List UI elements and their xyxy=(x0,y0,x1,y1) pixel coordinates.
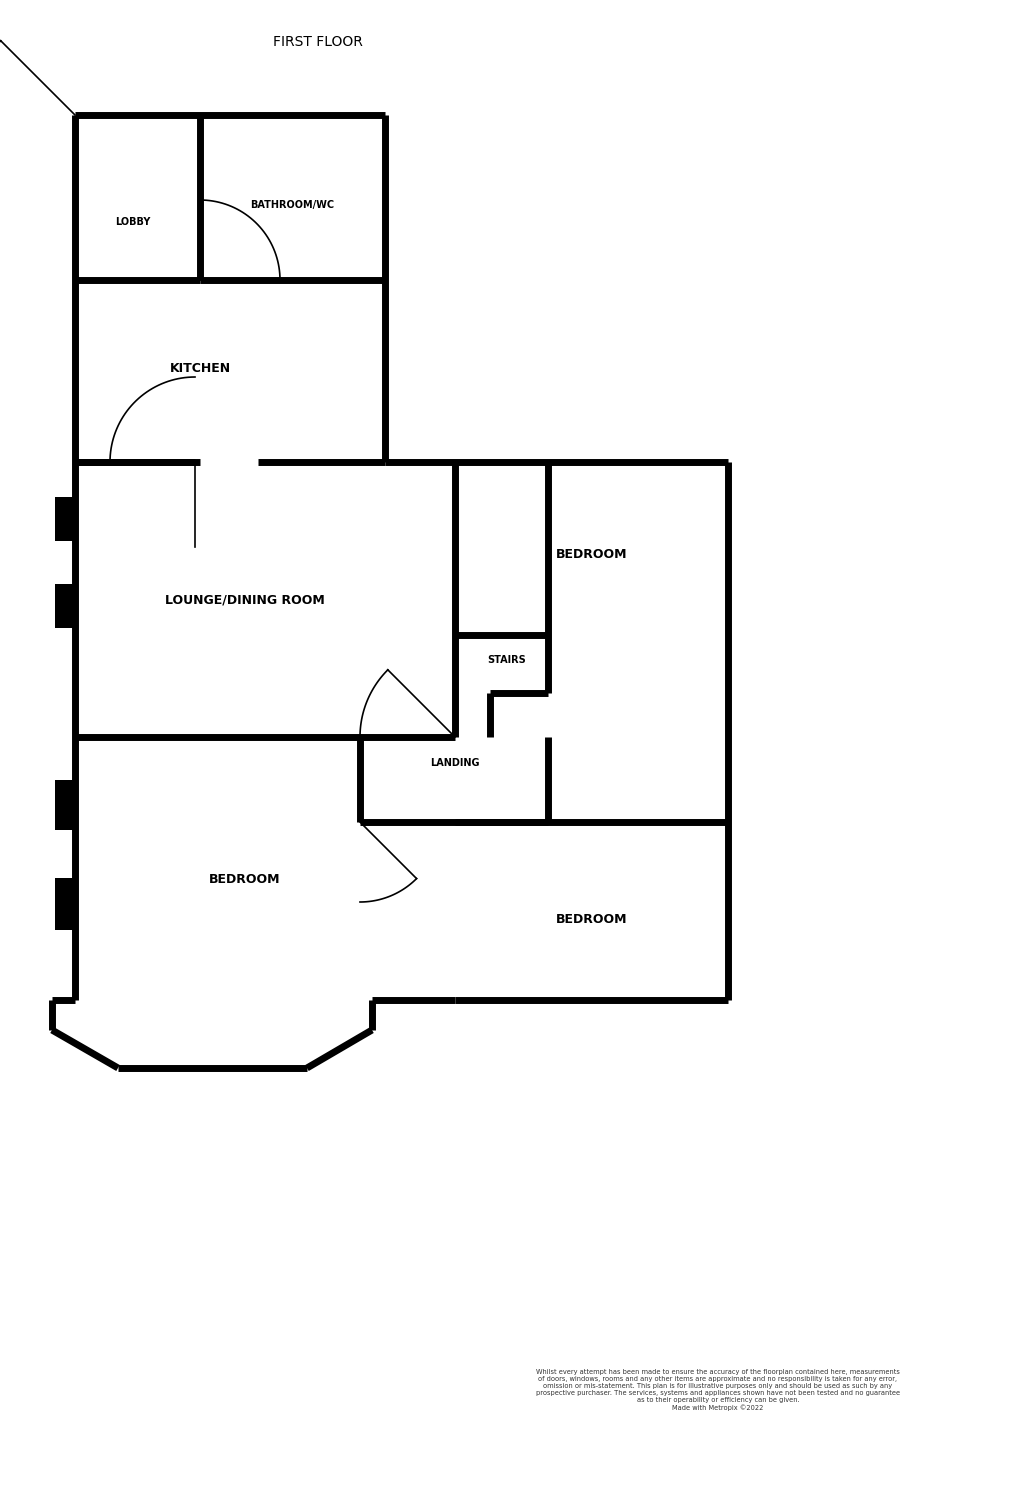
Bar xyxy=(55,496,77,541)
Text: BEDROOM: BEDROOM xyxy=(555,548,627,562)
Text: LANDING: LANDING xyxy=(430,758,479,768)
Text: BEDROOM: BEDROOM xyxy=(555,914,627,926)
Text: LOUNGE/DINING ROOM: LOUNGE/DINING ROOM xyxy=(165,593,325,606)
Text: BEDROOM: BEDROOM xyxy=(209,874,280,887)
Bar xyxy=(55,878,77,930)
Text: STAIRS: STAIRS xyxy=(487,655,526,666)
Text: KITCHEN: KITCHEN xyxy=(169,361,230,374)
Text: BATHROOM/WC: BATHROOM/WC xyxy=(250,201,334,210)
Bar xyxy=(55,584,77,629)
Bar xyxy=(55,780,77,831)
Text: LOBBY: LOBBY xyxy=(115,217,151,227)
Text: FIRST FLOOR: FIRST FLOOR xyxy=(273,36,363,49)
Text: Whilst every attempt has been made to ensure the accuracy of the floorplan conta: Whilst every attempt has been made to en… xyxy=(535,1369,899,1410)
